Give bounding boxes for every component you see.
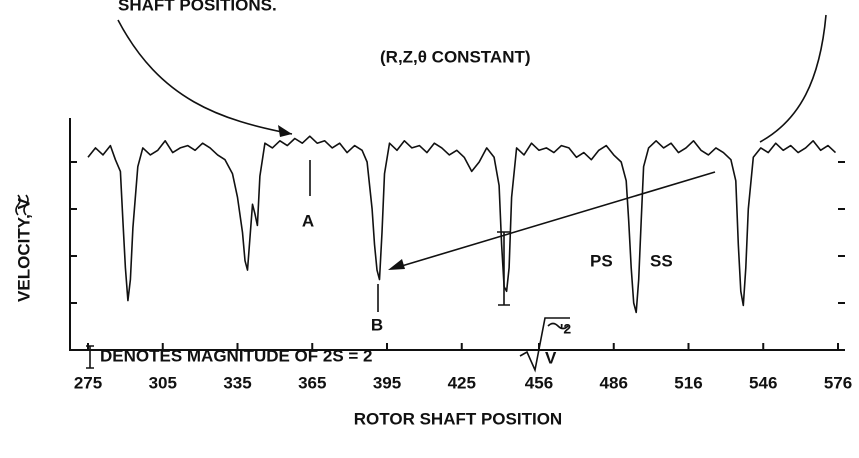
annotation: PS [590,251,613,270]
x-tick-label: 335 [223,373,251,392]
x-axis-title: ROTOR SHAFT POSITION [354,409,562,428]
arrowhead [278,125,292,137]
tilde [15,194,29,216]
arrow [117,19,293,135]
note-radicand: V [545,348,557,367]
x-tick-label: 516 [674,373,702,392]
annotation: SS [650,251,673,270]
x-tick-label: 395 [373,373,401,392]
x-tick-label: 425 [448,373,476,392]
x-tick-label: 576 [824,373,852,392]
x-tick-label: 456 [525,373,553,392]
arrow [759,14,827,143]
x-tick-label: 275 [74,373,102,392]
arrow [394,171,716,269]
y-axis-title: VELOCITY, V [14,197,33,302]
annotation: SHAFT POSITIONS. [118,0,277,14]
x-tick-label: 486 [600,373,628,392]
arrowhead [388,259,405,270]
x-tick-label: 305 [149,373,177,392]
axes [69,118,845,351]
annotation: B [371,315,383,334]
chart-title: (R,Z,θ CONSTANT) [380,47,531,66]
note: DENOTES MAGNITUDE OF 2S = 2 [100,346,373,365]
x-tick-label: 546 [749,373,777,392]
x-tick-label: 365 [298,373,326,392]
magnitude-bars [309,160,511,312]
annotation: A [302,211,314,230]
data-line [87,135,837,314]
radical-sign [519,317,570,373]
